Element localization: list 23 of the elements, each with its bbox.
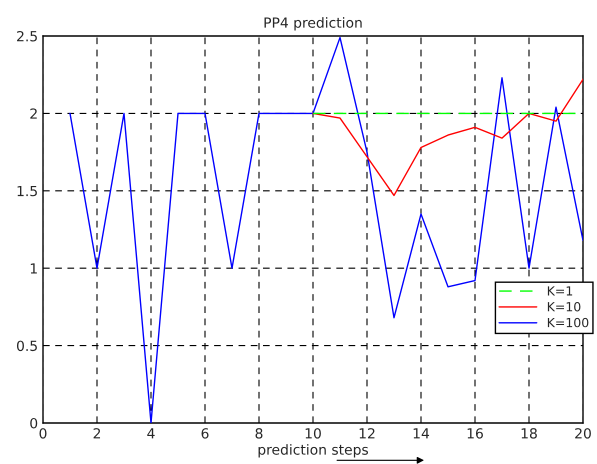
y-tick-label: 0.5 (16, 340, 37, 352)
x-tick-label: 18 (522, 428, 537, 439)
x-tick-label: 16 (468, 428, 483, 439)
y-tick-label: 1.5 (18, 186, 37, 196)
x-tick-label: 10 (306, 428, 321, 439)
y-tick-label: 1 (30, 263, 37, 274)
x-tick-label: 6 (202, 428, 209, 439)
y-tick-label: 2 (30, 108, 37, 119)
x-tick-label: 8 (256, 428, 262, 439)
legend-label: K=100 (548, 318, 588, 328)
legend-label: K=10 (548, 302, 580, 312)
x-tick-label: 4 (147, 428, 155, 438)
x-tick-label: 0 (39, 428, 46, 439)
line-series (312, 78, 583, 196)
x-axis-title: prediction steps (258, 444, 368, 458)
x-tick-label: 20 (575, 428, 591, 439)
x-tick-label: 12 (360, 428, 374, 438)
legend-label: K=1 (548, 286, 572, 296)
y-tick-label: 2.5 (17, 30, 37, 42)
y-tick-label: 0 (30, 418, 38, 428)
chart-title: PP4 prediction (264, 17, 362, 31)
x-tick-label: 2 (94, 428, 100, 438)
x-tick-label: 14 (414, 428, 430, 438)
